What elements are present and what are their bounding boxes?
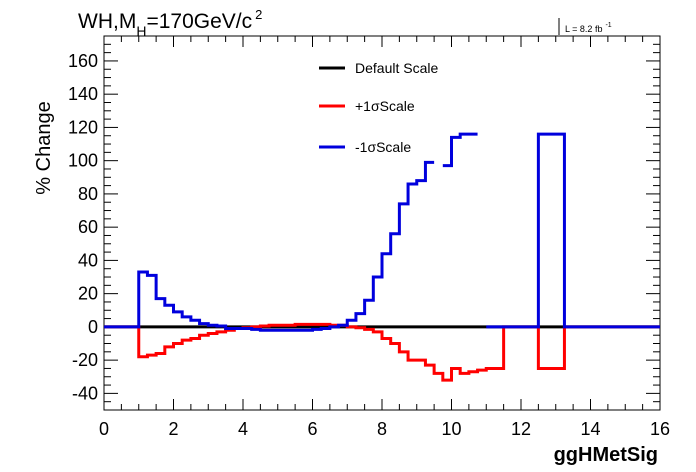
legend-label-minus: -1σScale — [355, 139, 411, 155]
y-tick-label: 40 — [78, 250, 98, 270]
axis-ticks: 0 2 4 6 8 10 12 14 16 -40 -20 0 20 40 60 80 100 120 140 160 — [68, 35, 670, 439]
series-line-2 — [104, 132, 660, 332]
x-tick-label: 8 — [377, 419, 387, 439]
y-tick-label: 160 — [68, 51, 98, 71]
y-tick-label: 20 — [78, 284, 98, 304]
x-tick-label: 6 — [307, 419, 317, 439]
legend-label-plus: +1σScale — [355, 98, 415, 114]
x-tick-label: 0 — [99, 419, 109, 439]
x-tick-label: 16 — [650, 419, 670, 439]
y-tick-label: 0 — [88, 317, 98, 337]
y-tick-label: 80 — [78, 184, 98, 204]
plot-frame — [103, 35, 661, 411]
x-tick-label: 4 — [238, 419, 248, 439]
x-tick-label: 12 — [511, 419, 531, 439]
x-tick-label: 2 — [168, 419, 178, 439]
lumi-label: L = 8.2 fb -1 — [565, 22, 612, 34]
legend-label-default: Default Scale — [355, 60, 438, 76]
legend: Default Scale +1σScale -1σScale — [319, 60, 438, 155]
y-tick-label: 60 — [78, 217, 98, 237]
y-tick-label: -20 — [72, 350, 98, 370]
y-tick-label: 100 — [68, 151, 98, 171]
y-axis-label: % Change — [33, 101, 55, 194]
y-tick-label: -40 — [72, 383, 98, 403]
x-axis-label: ggHMetSig — [554, 444, 658, 466]
chart-title: WH,MH=170GeV/c 2 — [78, 7, 262, 39]
series-layer — [104, 132, 660, 382]
x-tick-label: 10 — [441, 419, 461, 439]
y-tick-label: 140 — [68, 84, 98, 104]
x-tick-label: 14 — [580, 419, 600, 439]
series-line-1 — [104, 322, 660, 382]
y-tick-label: 120 — [68, 117, 98, 137]
